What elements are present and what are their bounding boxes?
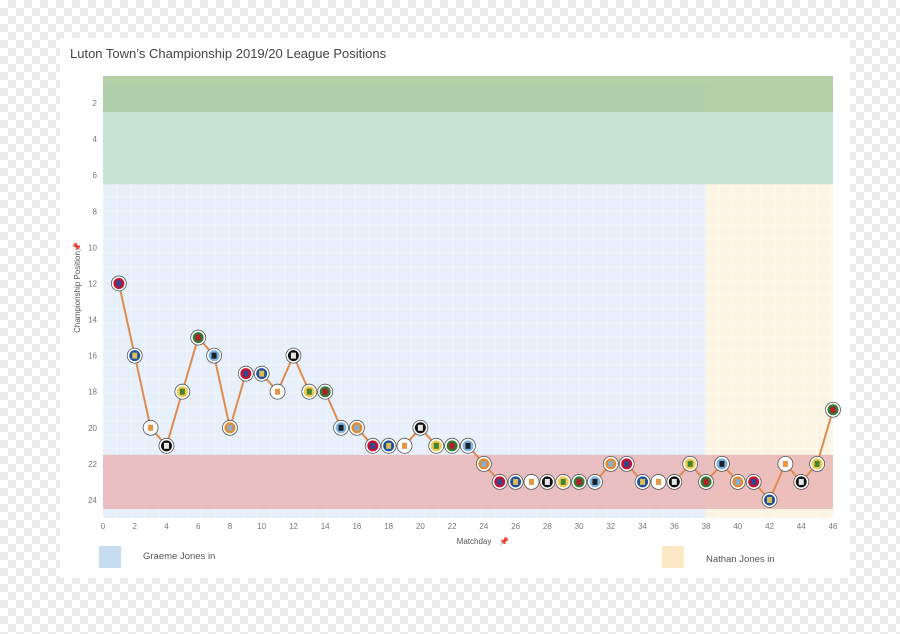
x-tick-label: 30 [575, 522, 584, 531]
opponent-badge-crest [433, 442, 439, 449]
x-tick-label: 20 [416, 522, 425, 531]
y-tick-label: 4 [93, 135, 98, 144]
opponent-badge-crest [338, 424, 344, 431]
x-tick-label: 2 [133, 522, 138, 531]
opponent-badge-crest [481, 460, 487, 467]
y-tick-label: 8 [93, 207, 98, 216]
opponent-badge-crest [132, 352, 138, 359]
x-tick-label: 38 [702, 522, 711, 531]
opponent-badge-crest [354, 424, 360, 431]
x-tick-label: 6 [196, 522, 201, 531]
opponent-badge-crest [497, 478, 503, 485]
y-tick-label: 10 [88, 243, 97, 252]
x-axis-pin-icon: 📌 [499, 536, 509, 546]
opponent-badge-crest [243, 370, 249, 377]
opponent-badge-crest [671, 478, 677, 485]
legend-swatch-graeme [99, 546, 121, 568]
opponent-badge-crest [259, 370, 265, 377]
opponent-badge-crest [275, 388, 281, 395]
x-tick-label: 32 [606, 522, 615, 531]
opponent-badge-crest [195, 334, 201, 341]
legend-label-nathan: Nathan Jones in [706, 554, 775, 565]
opponent-badge-crest [544, 478, 550, 485]
legend-swatch-nathan [662, 546, 684, 568]
opponent-badge-crest [592, 478, 598, 485]
y-tick-label: 6 [93, 171, 98, 180]
x-tick-label: 36 [670, 522, 679, 531]
opponent-badge-crest [751, 478, 757, 485]
x-tick-label: 40 [733, 522, 742, 531]
opponent-badge-crest [148, 424, 154, 431]
opponent-badge-crest [465, 442, 471, 449]
opponent-badge-crest [608, 460, 614, 467]
opponent-badge-crest [227, 424, 233, 431]
x-tick-label: 46 [829, 522, 838, 531]
opponent-badge-crest [290, 352, 296, 359]
opponent-badge-crest [306, 388, 312, 395]
opponent-badge-crest [655, 478, 661, 485]
x-tick-label: 22 [448, 522, 457, 531]
x-tick-label: 14 [321, 522, 330, 531]
x-tick-label: 34 [638, 522, 647, 531]
opponent-badge-crest [417, 424, 423, 431]
y-tick-label: 24 [88, 496, 97, 505]
x-tick-label: 10 [257, 522, 266, 531]
y-tick-label: 2 [93, 99, 98, 108]
opponent-badge-crest [767, 496, 773, 503]
y-tick-label: 20 [88, 424, 97, 433]
opponent-badge-crest [116, 280, 122, 287]
x-tick-label: 16 [352, 522, 361, 531]
y-tick-label: 18 [88, 388, 97, 397]
opponent-badge-crest [687, 460, 693, 467]
x-tick-label: 42 [765, 522, 774, 531]
y-axis-label: Championship Position [73, 251, 82, 333]
opponent-badge-crest [576, 478, 582, 485]
band-0 [103, 75, 833, 113]
band-1 [103, 112, 833, 185]
x-tick-label: 18 [384, 522, 393, 531]
opponent-badge-crest [402, 442, 408, 449]
opponent-badge-crest [798, 478, 804, 485]
position-line [117, 283, 834, 502]
opponent-badge-crest [386, 442, 392, 449]
opponent-badge-crest [211, 352, 217, 359]
opponent-badge-crest [513, 478, 519, 485]
opponent-badge-crest [640, 478, 646, 485]
opponent-badge-crest [624, 460, 630, 467]
x-tick-label: 12 [289, 522, 298, 531]
x-tick-label: 44 [797, 522, 806, 531]
x-tick-label: 24 [479, 522, 488, 531]
opponent-badge-crest [528, 478, 534, 485]
opponent-badge-crest [814, 460, 820, 467]
chart-title: Luton Town’s Championship 2019/20 League… [70, 46, 387, 61]
opponent-badge-crest [163, 442, 169, 449]
opponent-badge-crest [782, 460, 788, 467]
x-tick-label: 26 [511, 522, 520, 531]
y-tick-label: 22 [88, 460, 97, 469]
legend-label-graeme: Graeme Jones in [143, 551, 216, 562]
opponent-badge-crest [830, 406, 836, 413]
x-tick-label: 8 [228, 522, 233, 531]
opponent-badge-crest [560, 478, 566, 485]
x-tick-label: 0 [101, 522, 106, 531]
opponent-badge-crest [449, 442, 455, 449]
opponent-badge-crest [735, 478, 741, 485]
opponent-badge-crest [370, 442, 376, 449]
y-tick-label: 14 [88, 316, 97, 325]
x-axis-label: Matchday [457, 537, 492, 546]
y-tick-label: 16 [88, 352, 97, 361]
opponent-badge-crest [179, 388, 185, 395]
y-tick-label: 12 [88, 279, 97, 288]
x-tick-label: 28 [543, 522, 552, 531]
opponent-badge-crest [703, 478, 709, 485]
y-axis-pin-icon: 📌 [72, 242, 82, 252]
opponent-badge-crest [719, 460, 725, 467]
opponent-badge-crest [322, 388, 328, 395]
x-tick-label: 4 [164, 522, 169, 531]
